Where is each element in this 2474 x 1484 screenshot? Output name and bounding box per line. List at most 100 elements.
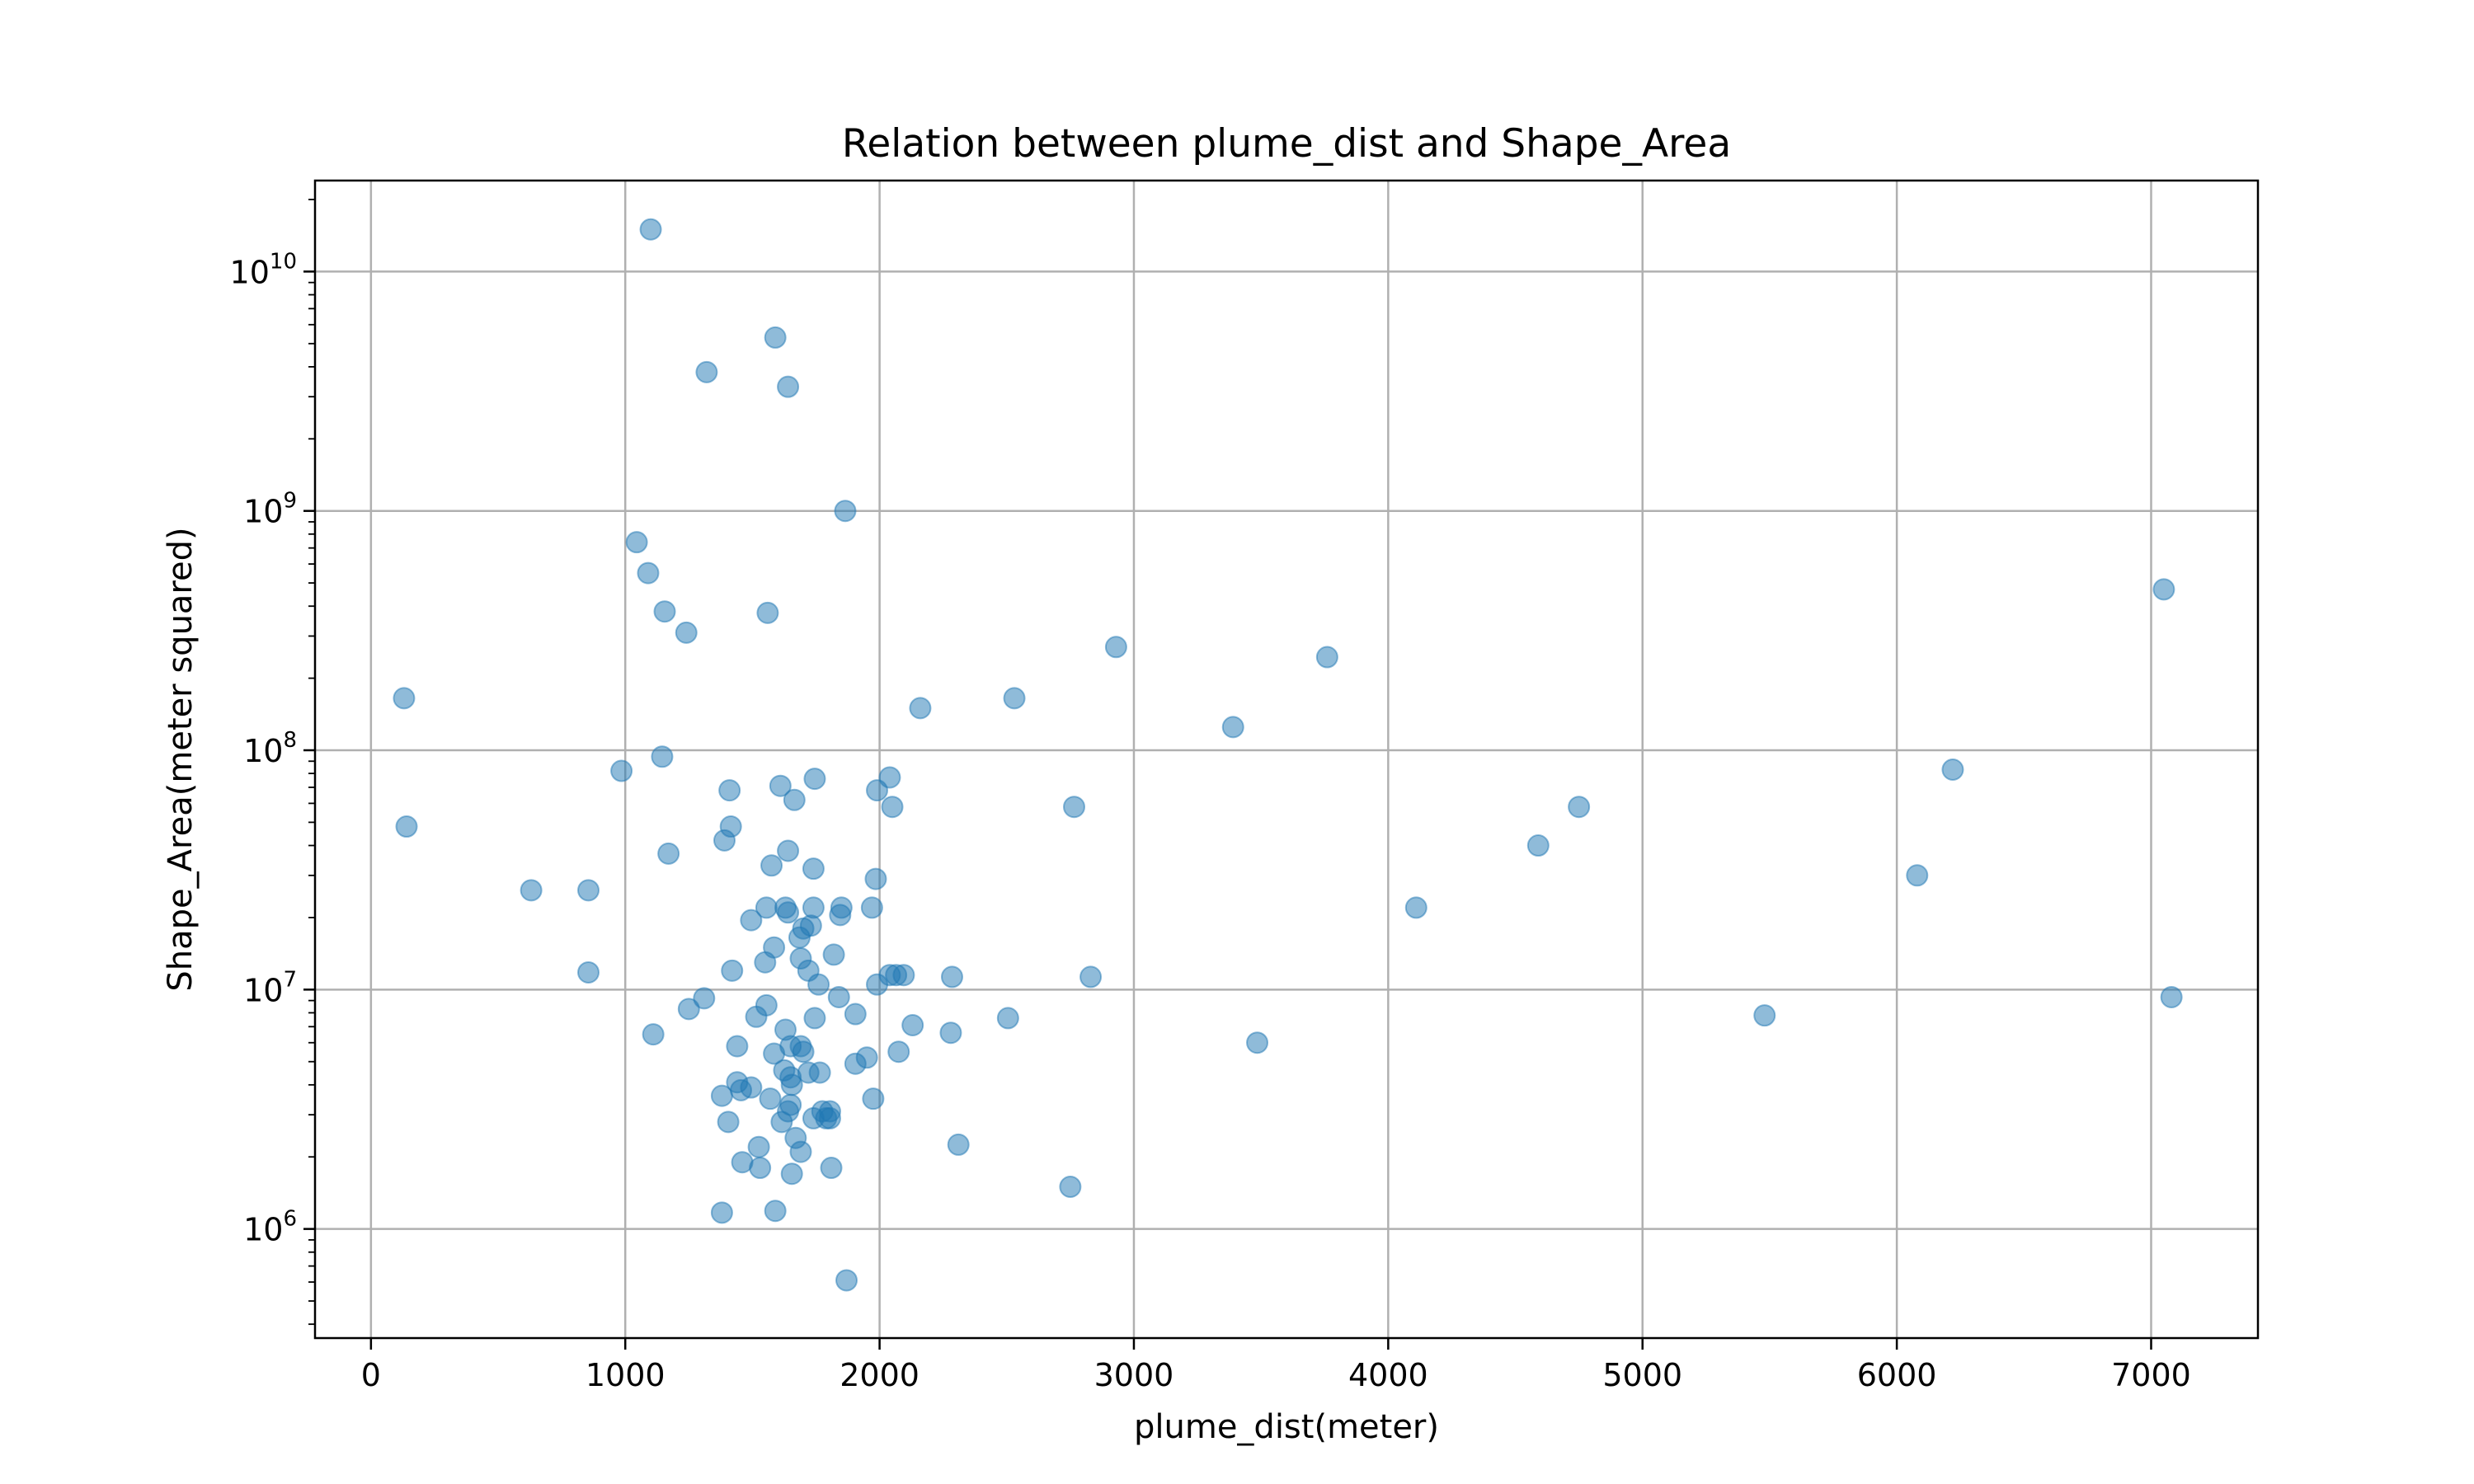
scatter-point — [754, 951, 777, 974]
scatter-point — [730, 1078, 753, 1101]
scatter-point — [862, 1087, 885, 1111]
scatter-point — [717, 1111, 740, 1134]
scatter-point — [1753, 1004, 1776, 1027]
scatter-point — [625, 531, 648, 554]
scatter-point — [2152, 578, 2175, 601]
scatter-point — [829, 904, 852, 927]
scatter-point — [756, 601, 779, 624]
scatter-point — [940, 965, 963, 989]
scatter-point — [835, 1269, 858, 1292]
scatter-point — [802, 857, 825, 881]
scatter-point — [577, 960, 600, 984]
scatter-point — [844, 1052, 867, 1075]
data-points — [393, 218, 2183, 1292]
scatter-point — [1246, 1031, 1269, 1054]
scatter-point — [1063, 796, 1086, 819]
grid-lines — [315, 181, 2258, 1338]
scatter-point — [693, 987, 716, 1010]
scatter-point — [718, 779, 741, 802]
scatter-point — [1568, 796, 1591, 819]
scatter-point — [1906, 864, 1929, 887]
scatter-point — [947, 1133, 970, 1156]
y-axis-label: Shape_Area(meter squared) — [162, 527, 200, 991]
scatter-point — [808, 1061, 831, 1084]
scatter-point — [820, 1157, 843, 1180]
scatter-point — [996, 1007, 1019, 1030]
scatter-point — [710, 1201, 733, 1224]
y-tick-label: 109 — [243, 489, 297, 530]
scatter-point — [760, 854, 783, 877]
scatter-point — [677, 998, 700, 1021]
scatter-point — [721, 959, 744, 982]
scatter-point — [2160, 985, 2183, 1008]
scatter-point — [792, 1040, 815, 1064]
scatter-point — [788, 926, 811, 949]
axis-ticks: 0 1000 2000 3000 4000 5000 6000 7000 106 107 108 10… — [230, 199, 2191, 1393]
scatter-point — [675, 621, 698, 644]
scatter-point — [749, 1157, 772, 1180]
x-axis-label: plume_dist(meter) — [1134, 1408, 1439, 1446]
scatter-point — [866, 779, 889, 802]
scatter-point — [651, 745, 674, 768]
scatter-point — [844, 1003, 867, 1026]
scatter-point — [827, 985, 850, 1008]
scatter-point — [577, 879, 600, 902]
scatter-point — [769, 774, 792, 797]
scatter-point — [520, 879, 543, 902]
scatter-point — [780, 1073, 803, 1097]
scatter-point — [807, 973, 830, 996]
scatter-point — [1059, 1176, 1082, 1199]
scatter-point — [1221, 716, 1244, 739]
x-tick-label: 0 — [361, 1357, 381, 1393]
scatter-point — [777, 839, 800, 862]
plot-frame — [313, 179, 2260, 1340]
scatter-point — [1526, 834, 1550, 857]
scatter-point — [637, 561, 660, 585]
scatter-point — [909, 697, 932, 720]
x-tick-label: 5000 — [1602, 1357, 1682, 1393]
x-tick-label: 6000 — [1857, 1357, 1937, 1393]
scatter-point — [657, 842, 680, 865]
scatter-point — [939, 1021, 962, 1045]
scatter-point — [1104, 636, 1127, 659]
scatter-point — [653, 600, 676, 623]
scatter-point — [777, 375, 800, 398]
scatter-point — [789, 1140, 812, 1163]
scatter-point — [780, 1162, 803, 1186]
scatter-point — [740, 909, 763, 932]
x-tick-label: 1000 — [586, 1357, 666, 1393]
scatter-point — [783, 788, 806, 811]
scatter-point — [770, 1111, 793, 1134]
scatter-point — [726, 1035, 749, 1058]
y-tick-label: 1010 — [230, 249, 297, 290]
x-tick-label: 4000 — [1348, 1357, 1428, 1393]
x-tick-label: 3000 — [1094, 1357, 1174, 1393]
y-tick-label: 106 — [243, 1207, 297, 1248]
chart-title: Relation between plume_dist and Shape_Ar… — [842, 121, 1731, 167]
scatter-point — [763, 1042, 786, 1065]
scatter-point — [745, 1005, 768, 1028]
y-tick-label: 108 — [243, 728, 297, 769]
scatter-point — [822, 943, 845, 966]
scatter-point — [395, 815, 418, 838]
scatter-point — [747, 1135, 770, 1158]
scatter-point — [881, 796, 904, 819]
scatter-point — [892, 964, 915, 987]
scatter-point — [695, 360, 718, 383]
scatter-point — [710, 1084, 733, 1107]
scatter-point — [1404, 896, 1427, 919]
scatter-point — [860, 896, 883, 919]
x-tick-label: 2000 — [840, 1357, 920, 1393]
scatter-point — [818, 1106, 841, 1129]
scatter-point — [1315, 646, 1338, 669]
scatter-point — [393, 687, 416, 710]
scatter-point — [610, 759, 633, 782]
scatter-point — [759, 1087, 782, 1111]
scatter-point — [777, 901, 800, 924]
scatter-point — [1079, 965, 1103, 989]
scatter-point — [834, 500, 857, 523]
scatter-point — [866, 973, 889, 996]
scatter-point — [864, 867, 887, 890]
scatter-point — [639, 218, 662, 241]
scatter-point — [887, 1040, 910, 1064]
